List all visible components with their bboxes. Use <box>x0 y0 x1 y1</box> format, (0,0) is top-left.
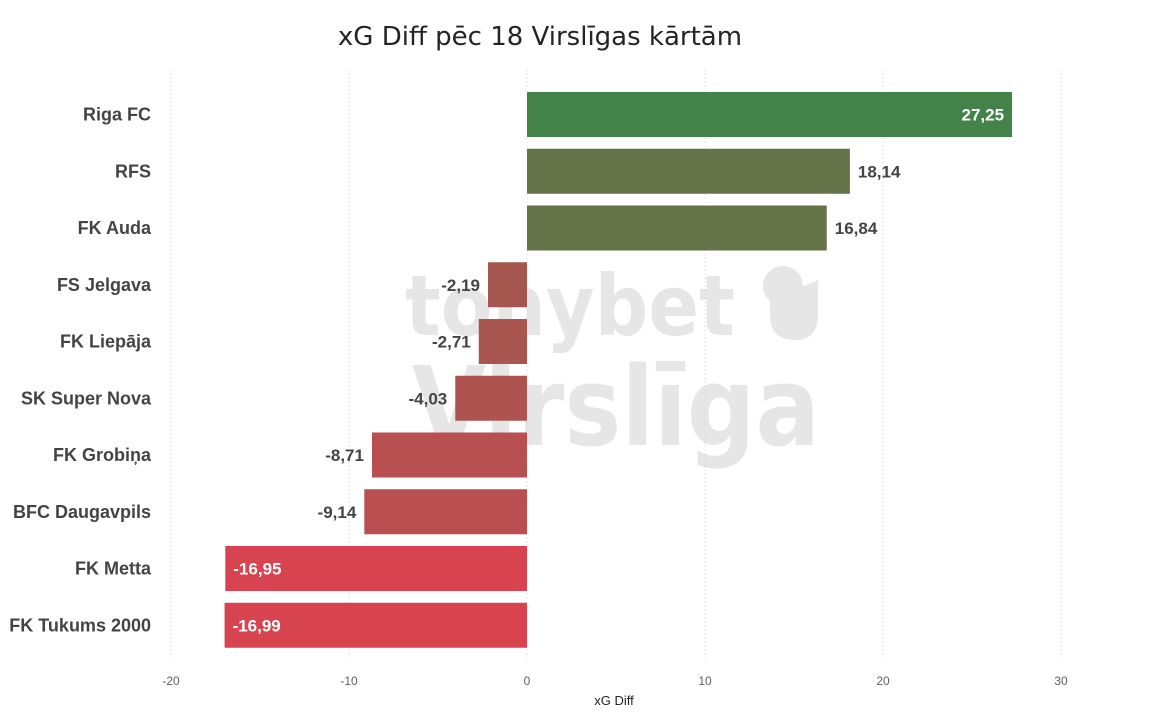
bar[interactable] <box>527 205 827 251</box>
bar[interactable] <box>488 262 527 308</box>
chart-title: xG Diff pēc 18 Virslīgas kārtām <box>337 22 743 52</box>
category-labels: Riga FC RFS FK Auda FS Jelgava FK Liepāja SK … <box>9 105 152 636</box>
value-label: -2,19 <box>441 276 480 295</box>
value-label: 16,84 <box>835 219 878 238</box>
watermark-line1: tonybet <box>405 257 735 355</box>
x-tick-label: 0 <box>524 674 531 688</box>
category-label: FK Liepāja <box>60 332 152 352</box>
x-axis-ticks: -20 -10 0 10 20 30 <box>162 674 1068 688</box>
bar[interactable] <box>527 92 1013 137</box>
value-label: 27,25 <box>962 106 1005 125</box>
category-label: Riga FC <box>83 105 151 125</box>
category-label: FS Jelgava <box>57 275 152 295</box>
category-label: BFC Daugavpils <box>13 502 151 522</box>
watermark-tonybet-mark-icon <box>763 266 818 340</box>
category-label: FK Auda <box>78 218 152 238</box>
value-label: -2,71 <box>432 333 471 352</box>
category-label: FK Grobiņa <box>53 445 152 465</box>
bar[interactable] <box>224 602 527 648</box>
value-label: -8,71 <box>325 446 364 465</box>
value-label: -16,99 <box>233 616 281 635</box>
bar[interactable] <box>364 489 527 535</box>
bars <box>224 92 1013 648</box>
x-tick-label: 30 <box>1054 674 1068 688</box>
value-label: -4,03 <box>409 389 448 408</box>
value-label: 18,14 <box>858 162 901 181</box>
bar[interactable] <box>455 375 527 421</box>
bar[interactable] <box>225 546 528 591</box>
value-labels: 27,25 18,14 16,84 -2,19 -2,71 -4,03 -8,71 -9,14… <box>233 106 1004 636</box>
x-tick-label: 10 <box>698 674 712 688</box>
x-axis-title: xG Diff <box>594 693 634 708</box>
value-label: -9,14 <box>318 503 357 522</box>
category-label: SK Super Nova <box>21 388 152 408</box>
category-label: RFS <box>115 161 151 181</box>
category-label: FK Metta <box>75 559 152 579</box>
value-label: -16,95 <box>233 560 281 579</box>
x-tick-label: 20 <box>876 674 890 688</box>
bar[interactable] <box>371 432 527 478</box>
bar[interactable] <box>527 148 850 194</box>
x-tick-label: -10 <box>340 674 358 688</box>
x-tick-label: -20 <box>162 674 180 688</box>
category-label: FK Tukums 2000 <box>9 615 151 635</box>
bar[interactable] <box>478 319 527 364</box>
